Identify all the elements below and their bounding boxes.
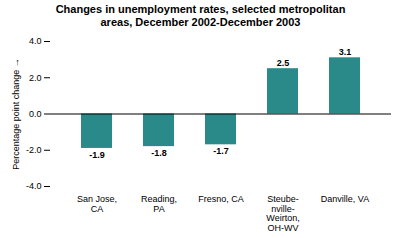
svg-text:Steube-nville-Weirton,OH-WV: Steube-nville-Weirton,OH-WV [266, 194, 299, 232]
svg-text:3.1: 3.1 [339, 47, 352, 57]
svg-text:-1.9: -1.9 [89, 150, 105, 160]
svg-text:2.0: 2.0 [29, 73, 42, 83]
svg-text:4.0: 4.0 [29, 36, 42, 46]
svg-text:Percentage point change →: Percentage point change → [11, 58, 21, 170]
svg-text:-1.8: -1.8 [151, 148, 167, 158]
svg-text:Danville, VA: Danville, VA [321, 194, 369, 204]
svg-text:Reading,PA: Reading,PA [141, 194, 177, 213]
svg-text:0.0: 0.0 [29, 109, 42, 119]
svg-text:2.5: 2.5 [277, 58, 290, 68]
svg-text:-2.0: -2.0 [26, 145, 42, 155]
svg-text:San Jose,CA: San Jose,CA [77, 194, 117, 213]
svg-text:-1.7: -1.7 [213, 146, 229, 156]
html-text:Changes in unemployment rates,: Changes in unemployment rates, selected … [55, 3, 346, 28]
svg-text:-4.0: -4.0 [26, 181, 42, 191]
svg-text:Fresno, CA: Fresno, CA [198, 194, 244, 204]
